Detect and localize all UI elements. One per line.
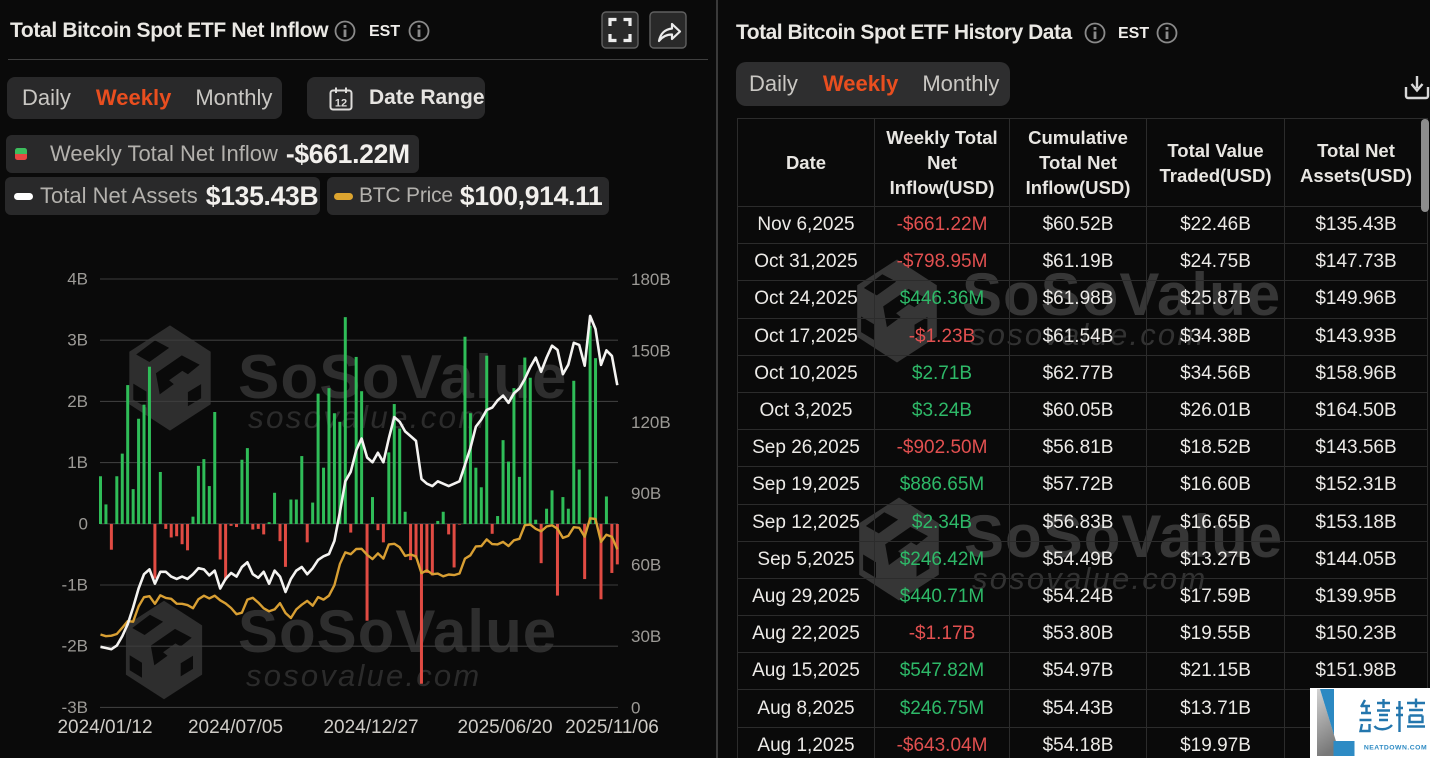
svg-text:2025/11/06: 2025/11/06 xyxy=(565,717,659,738)
svg-text:30B: 30B xyxy=(631,627,661,646)
svg-text:4B: 4B xyxy=(67,270,88,289)
svg-text:3B: 3B xyxy=(67,331,88,350)
svg-text:150B: 150B xyxy=(631,341,671,360)
svg-text:-3B: -3B xyxy=(62,698,88,717)
svg-text:2024/07/05: 2024/07/05 xyxy=(188,717,283,738)
svg-text:60B: 60B xyxy=(631,556,661,575)
svg-text:90B: 90B xyxy=(631,484,661,503)
svg-text:12: 12 xyxy=(335,98,347,110)
svg-text:180B: 180B xyxy=(631,270,671,289)
svg-text:0: 0 xyxy=(79,514,88,533)
svg-text:120B: 120B xyxy=(631,413,671,432)
svg-text:2B: 2B xyxy=(67,392,88,411)
svg-text:-2B: -2B xyxy=(62,637,88,656)
svg-text:NEATDOWN.COM: NEATDOWN.COM xyxy=(1364,745,1427,752)
svg-text:2025/06/20: 2025/06/20 xyxy=(457,717,552,738)
svg-text:0: 0 xyxy=(631,699,640,718)
svg-text:1B: 1B xyxy=(67,453,88,472)
svg-text:-1B: -1B xyxy=(62,576,88,595)
svg-text:2024/01/12: 2024/01/12 xyxy=(57,717,152,738)
svg-text:2024/12/27: 2024/12/27 xyxy=(323,717,418,738)
